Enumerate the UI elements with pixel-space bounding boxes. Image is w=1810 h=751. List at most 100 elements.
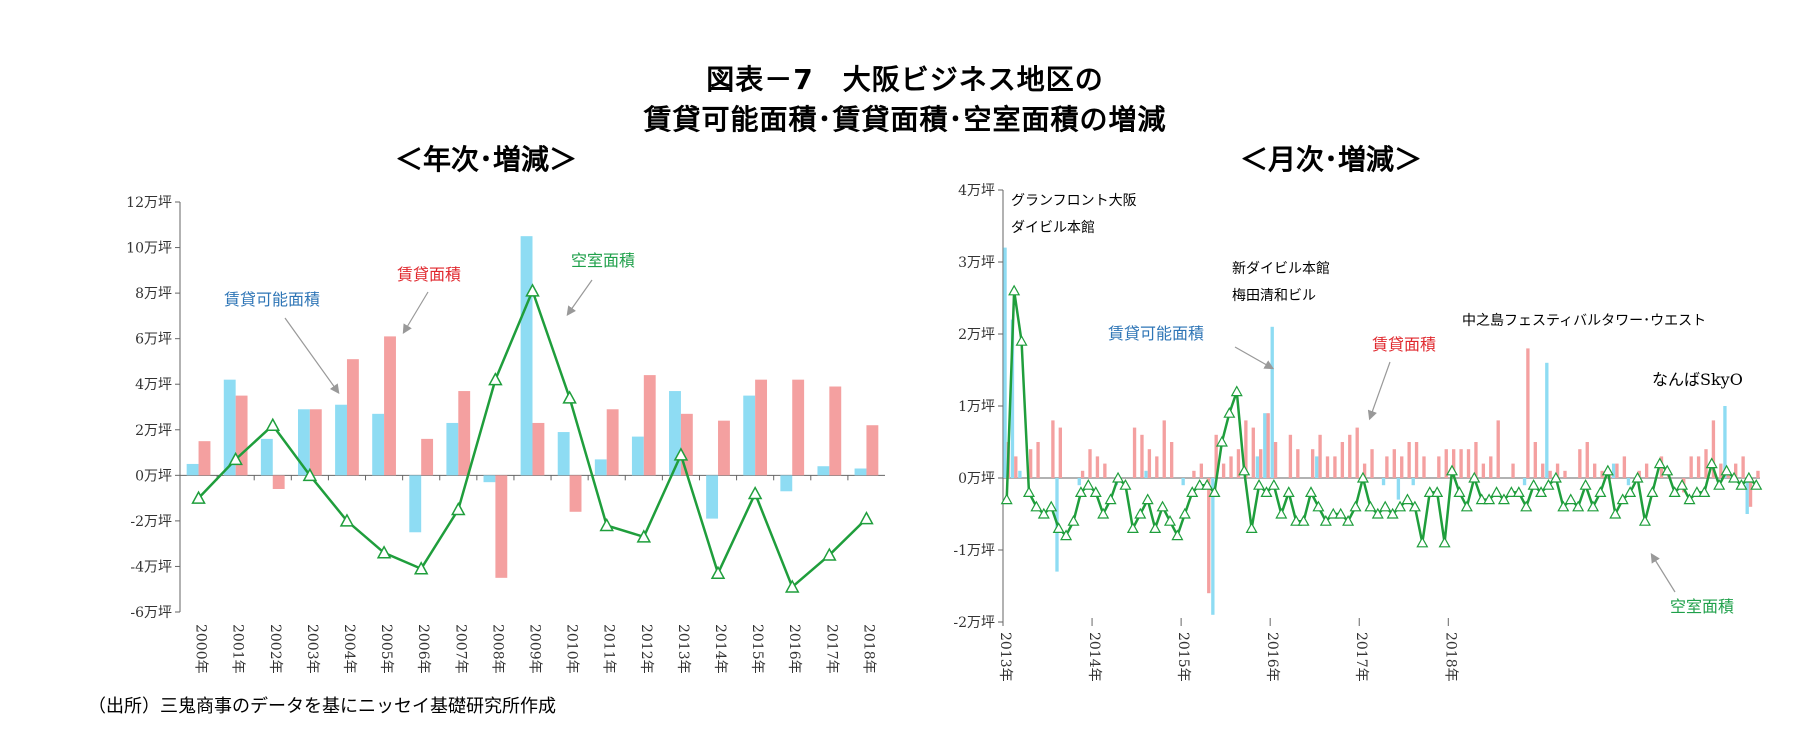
point-vacant	[1601, 464, 1614, 476]
bar-leased	[1541, 463, 1545, 478]
point-vacant	[1163, 514, 1177, 526]
y-tick-label: 1万坪	[958, 399, 995, 415]
x-tick-label: 2017年	[823, 624, 839, 674]
point-vacant	[1512, 486, 1525, 497]
point-vacant	[1490, 486, 1503, 497]
bar-leased	[1585, 442, 1589, 478]
bar-leased	[1199, 463, 1204, 478]
point-vacant	[1542, 478, 1555, 490]
bar-leased	[1058, 427, 1063, 478]
point-vacant	[1527, 478, 1540, 490]
point-vacant	[1112, 471, 1125, 483]
bar-leased	[1370, 449, 1374, 478]
annotation-building: 新ダイビル本館	[1232, 260, 1330, 277]
bar-available	[1522, 478, 1527, 486]
point-vacant	[1438, 536, 1451, 548]
bar-available	[483, 475, 496, 483]
bar-leased	[1600, 470, 1604, 478]
x-tick-label: 2009年	[527, 624, 543, 674]
point-vacant	[1104, 493, 1117, 505]
point-vacant	[1445, 464, 1459, 476]
point-vacant	[1342, 514, 1355, 526]
bar-leased	[1689, 456, 1693, 478]
point-vacant	[747, 485, 763, 500]
point-vacant	[1468, 471, 1481, 483]
bar-available	[1611, 463, 1616, 478]
bar-available	[1315, 456, 1319, 478]
point-vacant	[1638, 514, 1651, 526]
point-vacant	[339, 513, 355, 527]
point-vacant	[1416, 536, 1429, 548]
bar-leased	[1236, 449, 1241, 478]
bar-leased	[718, 420, 730, 476]
bar-leased	[1422, 456, 1426, 478]
bar-leased	[1214, 434, 1218, 478]
annotation-building: ダイビル本館	[1011, 219, 1095, 236]
bar-available	[520, 236, 533, 476]
bar-leased	[1229, 456, 1233, 478]
point-vacant	[1208, 486, 1221, 497]
bar-available	[706, 475, 719, 519]
bar-leased	[1132, 427, 1137, 478]
bar-leased	[1348, 434, 1352, 478]
bar-available	[1723, 406, 1727, 478]
bar-leased	[1095, 456, 1100, 478]
x-tick-label: 2018年	[860, 624, 876, 674]
y-tick-label: -2万坪	[130, 514, 172, 530]
bar-available	[223, 379, 236, 476]
annotation-building: 中之島フェスティバルタワー･ウエスト	[1462, 313, 1706, 329]
y-tick-label: 2万坪	[958, 327, 995, 343]
bar-leased	[1452, 449, 1456, 478]
point-vacant	[1000, 493, 1013, 505]
bar-leased	[346, 359, 359, 476]
point-vacant	[599, 517, 614, 532]
chart-title-line2: 賃貸可能面積･賃貸面積･空室面積の増減	[643, 103, 1167, 136]
x-tick-label: 2000年	[193, 624, 209, 674]
point-vacant	[1008, 284, 1021, 296]
point-vacant	[1141, 493, 1154, 505]
point-vacant	[710, 565, 726, 580]
point-vacant	[1505, 486, 1518, 497]
point-vacant	[1371, 507, 1384, 519]
point-vacant	[1015, 334, 1028, 346]
bar-available	[669, 391, 681, 476]
point-vacant	[1171, 529, 1184, 541]
bar-leased	[1481, 463, 1486, 478]
bar-leased	[1288, 434, 1293, 478]
point-vacant	[1586, 500, 1600, 512]
bar-available	[1545, 362, 1549, 478]
point-vacant	[1074, 486, 1087, 497]
point-vacant	[1297, 514, 1310, 526]
annotation-vacant: 空室面積	[1670, 597, 1734, 616]
y-tick-label: 0万坪	[958, 471, 995, 487]
x-tick-label: 2001年	[230, 624, 246, 674]
bar-leased	[1051, 420, 1055, 478]
x-tick-label: 2017年	[1353, 632, 1369, 682]
point-vacant	[1193, 478, 1206, 490]
bar-leased	[1644, 463, 1649, 478]
bar-available	[1018, 470, 1022, 478]
x-tick-label: 2018年	[1442, 632, 1458, 682]
point-vacant	[1067, 514, 1080, 526]
bar-leased	[1221, 463, 1226, 478]
point-vacant	[1676, 478, 1689, 490]
point-vacant	[1394, 500, 1407, 512]
bar-leased	[1080, 470, 1085, 478]
point-vacant	[1282, 486, 1295, 497]
bar-leased	[1333, 456, 1337, 478]
x-tick-label: 2004年	[341, 624, 357, 674]
bar-leased	[1400, 456, 1404, 478]
point-vacant	[1312, 500, 1325, 512]
x-tick-label: 2014年	[1086, 632, 1102, 682]
bar-available	[557, 432, 570, 476]
bar-leased	[1444, 449, 1448, 478]
point-vacant	[1379, 500, 1392, 512]
point-vacant	[673, 447, 689, 461]
bar-available	[1144, 470, 1148, 478]
bar-leased	[532, 422, 545, 476]
bar-leased	[1088, 449, 1092, 478]
bar-available	[1263, 413, 1267, 478]
bar-leased	[198, 441, 211, 476]
y-tick-label: 10万坪	[126, 241, 172, 257]
bar-available	[1181, 478, 1185, 486]
